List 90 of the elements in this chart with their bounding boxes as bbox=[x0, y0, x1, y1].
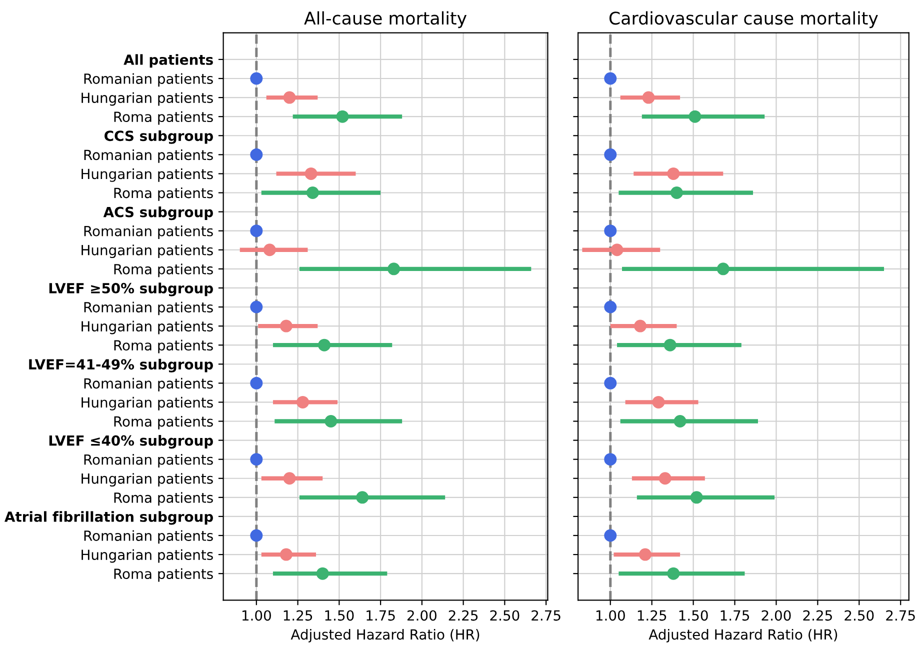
point bbox=[336, 110, 349, 123]
chart-title: All-cause mortality bbox=[304, 11, 467, 28]
x-tick-label: 2.50 bbox=[844, 610, 874, 621]
x-tick-label: 1.00 bbox=[596, 610, 625, 621]
y-tick-label: Hungarian patients bbox=[82, 244, 213, 258]
x-tick-label: 1.25 bbox=[638, 610, 666, 621]
point bbox=[250, 300, 263, 314]
x-tick-label: 2.50 bbox=[490, 610, 520, 621]
point bbox=[688, 110, 702, 123]
point bbox=[667, 567, 680, 580]
y-tick-label: Hungarian patients bbox=[82, 473, 213, 487]
point bbox=[250, 72, 263, 85]
x-tick-label: 1.25 bbox=[284, 610, 312, 621]
y-tick-label: Romanian patients bbox=[84, 302, 213, 316]
x-axis-title: Adjusted Hazard Ratio (HR) bbox=[648, 628, 838, 642]
point bbox=[250, 529, 263, 542]
point bbox=[324, 415, 338, 428]
y-tick-label: Roma patients bbox=[114, 187, 213, 201]
point bbox=[283, 472, 296, 485]
y-tick-label: LVEF=41-49% subgroup bbox=[29, 358, 213, 372]
y-tick-label: Romanian patients bbox=[84, 454, 213, 468]
x-tick-label: 1.50 bbox=[679, 610, 708, 621]
point bbox=[250, 453, 263, 466]
y-tick-label: All patients bbox=[124, 54, 213, 68]
x-axis-title: Adjusted Hazard Ratio (HR) bbox=[290, 628, 480, 642]
point bbox=[296, 396, 310, 408]
x-tick-label: 2.25 bbox=[448, 610, 478, 621]
y-tick-label: Romanian patients bbox=[84, 149, 213, 163]
y-tick-label: Romanian patients bbox=[84, 73, 213, 87]
y-tick-label: Roma patients bbox=[114, 492, 213, 506]
x-tick-label: 1.75 bbox=[720, 610, 750, 621]
point bbox=[634, 320, 646, 332]
point bbox=[388, 262, 400, 276]
x-tick-label: 2.00 bbox=[762, 610, 791, 621]
x-tick-label: 1.50 bbox=[325, 610, 354, 621]
chart-title: Cardiovascular cause mortality bbox=[609, 11, 878, 28]
point bbox=[280, 320, 292, 332]
x-tick-label: 2.75 bbox=[886, 610, 915, 621]
y-tick-label: Hungarian patients bbox=[82, 320, 213, 334]
y-tick-label: Roma patients bbox=[114, 416, 213, 430]
y-tick-label: Roma patients bbox=[114, 568, 213, 582]
x-tick-label: 2.25 bbox=[803, 610, 832, 621]
y-tick-label: Romanian patients bbox=[84, 226, 213, 239]
point bbox=[674, 415, 686, 428]
point bbox=[250, 376, 263, 390]
y-tick-label: Roma patients bbox=[114, 340, 213, 354]
point bbox=[280, 548, 292, 561]
point bbox=[306, 186, 319, 199]
point bbox=[667, 167, 680, 180]
y-tick-label: Hungarian patients bbox=[82, 168, 213, 182]
point bbox=[318, 338, 331, 352]
point bbox=[604, 529, 617, 542]
point bbox=[642, 91, 655, 104]
point bbox=[652, 396, 665, 408]
point bbox=[316, 567, 329, 580]
point bbox=[604, 224, 617, 238]
point bbox=[250, 224, 263, 238]
point bbox=[664, 338, 676, 352]
point bbox=[604, 376, 617, 390]
y-tick-label: Romanian patients bbox=[84, 530, 213, 544]
point bbox=[604, 72, 617, 85]
x-tick-label: 2.75 bbox=[532, 610, 560, 621]
point bbox=[356, 491, 369, 504]
x-tick-label: 2.00 bbox=[407, 610, 436, 621]
point bbox=[690, 491, 703, 504]
y-tick-label: Romanian patients bbox=[84, 378, 213, 392]
x-tick-label: 1.75 bbox=[366, 610, 395, 621]
point bbox=[283, 91, 296, 104]
point bbox=[604, 148, 617, 161]
point bbox=[604, 300, 617, 314]
point bbox=[263, 244, 276, 256]
y-tick-label: LVEF ≤40% subgroup bbox=[49, 435, 213, 449]
point bbox=[658, 472, 672, 485]
y-tick-label: ACS subgroup bbox=[103, 206, 213, 220]
y-tick-label: Roma patients bbox=[114, 111, 213, 125]
point bbox=[610, 244, 624, 256]
y-tick-label: Hungarian patients bbox=[82, 92, 213, 106]
point bbox=[604, 453, 617, 466]
point bbox=[670, 186, 683, 199]
y-tick-label: Hungarian patients bbox=[82, 396, 213, 410]
point bbox=[716, 262, 730, 276]
y-tick-label: Roma patients bbox=[114, 264, 213, 278]
y-tick-label: CCS subgroup bbox=[104, 130, 213, 144]
y-tick-label: LVEF ≥50% subgroup bbox=[49, 282, 213, 296]
y-tick-label: Hungarian patients bbox=[82, 549, 213, 563]
point bbox=[304, 167, 318, 180]
point bbox=[250, 148, 263, 161]
x-tick-label: 1.00 bbox=[242, 610, 271, 621]
point bbox=[638, 548, 652, 561]
y-tick-label: Atrial fibrillation subgroup bbox=[4, 511, 213, 525]
